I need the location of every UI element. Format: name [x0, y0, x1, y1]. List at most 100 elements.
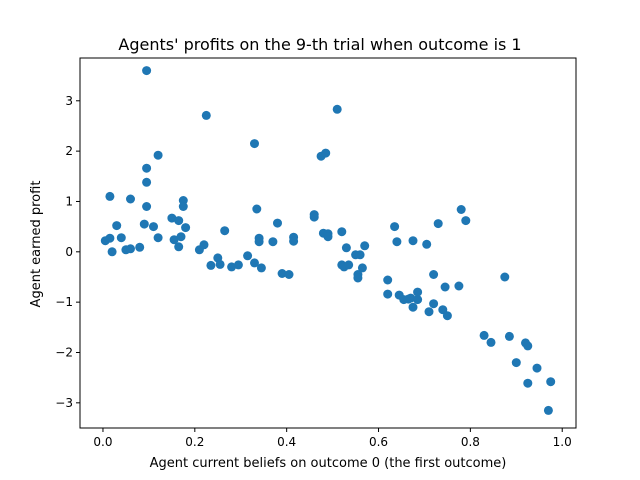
data-point — [174, 242, 184, 252]
x-tick-label: 0.8 — [461, 435, 480, 449]
data-point — [116, 233, 126, 243]
x-tick-label: 0.6 — [369, 435, 388, 449]
data-point — [511, 358, 521, 368]
data-point — [135, 242, 145, 252]
data-point — [360, 241, 370, 251]
data-point — [178, 202, 188, 211]
y-tick-label: 3 — [65, 94, 73, 108]
data-point — [233, 260, 243, 270]
data-point — [392, 237, 402, 247]
data-point — [220, 226, 230, 236]
data-point — [254, 237, 264, 247]
data-point — [199, 240, 209, 250]
data-point — [126, 244, 135, 254]
y-tick-label: −2 — [55, 345, 73, 359]
data-point — [289, 236, 299, 246]
data-point — [142, 202, 152, 211]
y-tick-label: 0 — [65, 245, 73, 259]
y-tick-label: −1 — [55, 295, 73, 309]
data-point — [107, 247, 117, 257]
data-point — [456, 205, 466, 214]
data-point — [126, 194, 135, 204]
data-point — [442, 311, 452, 321]
data-point — [250, 258, 259, 268]
data-point — [227, 262, 237, 272]
x-tick-label: 0.4 — [277, 435, 296, 449]
data-point — [243, 251, 253, 261]
data-point — [353, 273, 363, 283]
data-point — [413, 287, 423, 297]
y-tick-label: 1 — [65, 194, 73, 208]
data-point — [142, 66, 152, 76]
data-point — [201, 110, 211, 120]
data-point — [390, 222, 400, 232]
data-point — [422, 239, 432, 249]
data-point — [321, 148, 331, 158]
data-point — [413, 295, 423, 305]
data-point — [215, 259, 225, 269]
data-point — [523, 341, 533, 351]
data-point — [433, 219, 443, 229]
data-point — [181, 223, 191, 233]
data-point — [546, 377, 556, 387]
data-point — [252, 204, 262, 214]
x-tick-label: 0.0 — [93, 435, 112, 449]
x-axis-label: Agent current beliefs on outcome 0 (the … — [150, 456, 507, 471]
data-point — [250, 139, 259, 149]
data-point — [112, 221, 122, 231]
data-point — [408, 236, 418, 246]
data-point — [277, 269, 287, 278]
data-point — [284, 270, 294, 279]
data-point — [174, 216, 184, 226]
axis-ticks: 0.0 0.2 0.4 0.6 0.8 1.0 −3 −2 −1 0 1 2 3 — [55, 94, 571, 449]
data-point — [479, 330, 489, 340]
data-point — [383, 289, 393, 299]
data-points — [100, 66, 556, 415]
data-point — [504, 331, 514, 341]
data-point — [424, 307, 434, 317]
data-point — [323, 232, 333, 242]
data-point — [149, 222, 158, 232]
data-point — [341, 243, 351, 253]
y-tick-label: 2 — [65, 144, 73, 158]
chart-title: Agents' profits on the 9-th trial when o… — [118, 35, 521, 54]
data-point — [429, 299, 439, 309]
data-point — [429, 270, 439, 279]
data-point — [169, 235, 179, 245]
data-point — [273, 218, 282, 228]
data-point — [105, 233, 115, 243]
data-point — [153, 233, 163, 243]
x-tick-label: 1.0 — [553, 435, 572, 449]
data-point — [139, 219, 149, 229]
data-point — [357, 263, 367, 273]
data-point — [153, 150, 163, 160]
y-axis-label: Agent earned profit — [29, 181, 44, 308]
data-point — [142, 177, 152, 187]
plot-area-frame — [79, 57, 577, 429]
data-point — [383, 275, 393, 285]
data-point — [344, 260, 354, 270]
data-point — [543, 405, 553, 415]
data-point — [167, 213, 177, 223]
data-point — [532, 363, 542, 373]
data-point — [309, 210, 319, 220]
data-point — [440, 282, 450, 292]
data-point — [206, 260, 216, 270]
data-point — [105, 191, 115, 201]
data-point — [337, 227, 347, 237]
data-point — [408, 302, 418, 312]
data-point — [461, 216, 471, 226]
data-point — [486, 337, 496, 347]
data-point — [268, 237, 278, 247]
data-point — [500, 272, 510, 282]
data-point — [406, 293, 416, 303]
data-point — [256, 263, 266, 273]
data-point — [454, 281, 464, 291]
data-point — [332, 104, 342, 114]
data-point — [523, 378, 533, 388]
y-tick-label: −3 — [55, 396, 73, 410]
data-point — [176, 232, 186, 242]
data-point — [355, 250, 365, 260]
